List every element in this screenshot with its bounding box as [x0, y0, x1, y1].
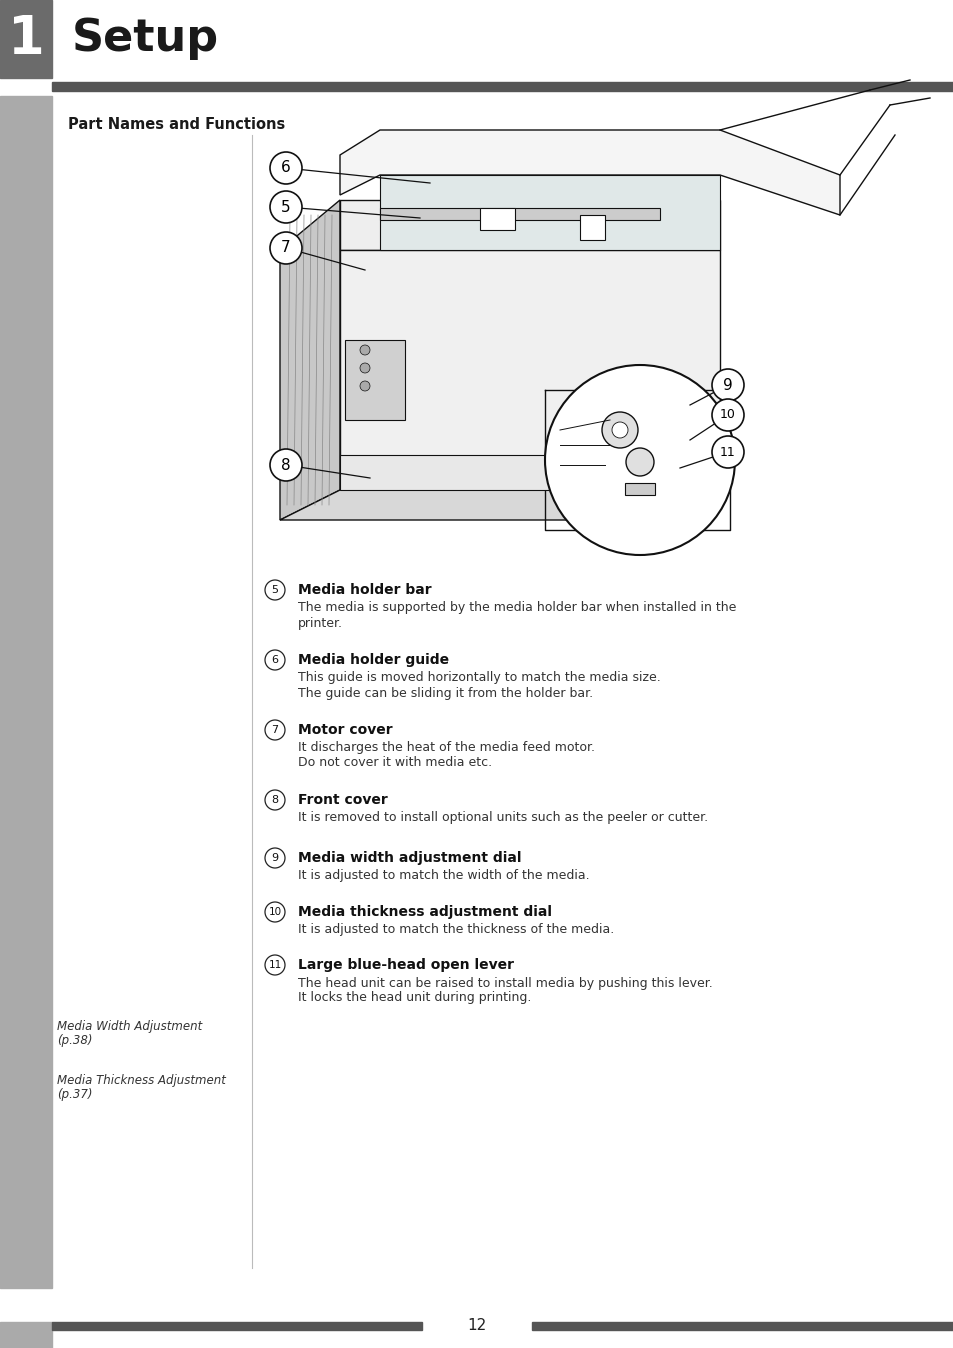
Text: 6: 6: [272, 655, 278, 665]
Text: 7: 7: [281, 240, 291, 256]
Circle shape: [265, 720, 285, 740]
Circle shape: [270, 191, 302, 222]
Text: 11: 11: [720, 445, 735, 458]
Text: 5: 5: [281, 200, 291, 214]
Circle shape: [359, 363, 370, 373]
Bar: [532, 1322, 953, 1330]
Text: 10: 10: [720, 408, 735, 422]
Text: Do not cover it with media etc.: Do not cover it with media etc.: [297, 756, 492, 770]
Text: 11: 11: [268, 960, 281, 971]
Text: Motor cover: Motor cover: [297, 723, 393, 737]
Text: It is adjusted to match the thickness of the media.: It is adjusted to match the thickness of…: [297, 923, 614, 937]
Text: Front cover: Front cover: [297, 793, 387, 807]
Text: 10: 10: [268, 907, 281, 917]
Text: This guide is moved horizontally to match the media size.: This guide is moved horizontally to matc…: [297, 671, 660, 685]
Circle shape: [359, 345, 370, 355]
Bar: [345, 340, 405, 421]
Circle shape: [270, 232, 302, 264]
Bar: [0, 0, 52, 78]
Text: It locks the head unit during printing.: It locks the head unit during printing.: [297, 992, 531, 1004]
Text: Media thickness adjustment dial: Media thickness adjustment dial: [297, 905, 552, 919]
Polygon shape: [339, 129, 840, 214]
Text: It is removed to install optional units such as the peeler or cutter.: It is removed to install optional units …: [297, 811, 707, 825]
Circle shape: [265, 902, 285, 922]
Polygon shape: [339, 249, 720, 491]
Text: 5: 5: [272, 585, 278, 594]
Text: Large blue-head open lever: Large blue-head open lever: [297, 958, 514, 972]
Circle shape: [265, 954, 285, 975]
Text: 1: 1: [8, 13, 45, 65]
Text: 9: 9: [272, 853, 278, 863]
Circle shape: [711, 435, 743, 468]
Polygon shape: [339, 200, 720, 249]
Text: Part Names and Functions: Part Names and Functions: [68, 117, 285, 132]
Text: 7: 7: [272, 725, 278, 735]
Text: 12: 12: [467, 1318, 486, 1333]
Circle shape: [711, 369, 743, 400]
Text: Setup: Setup: [71, 18, 219, 61]
Circle shape: [270, 152, 302, 183]
Circle shape: [625, 448, 654, 476]
Text: It is adjusted to match the width of the media.: It is adjusted to match the width of the…: [297, 869, 589, 883]
Circle shape: [359, 381, 370, 391]
Text: printer.: printer.: [297, 616, 343, 630]
Text: The guide can be sliding it from the holder bar.: The guide can be sliding it from the hol…: [297, 686, 593, 700]
Polygon shape: [379, 175, 720, 249]
Circle shape: [265, 848, 285, 868]
Circle shape: [265, 650, 285, 670]
Circle shape: [270, 449, 302, 481]
Bar: [339, 456, 559, 491]
Circle shape: [711, 399, 743, 431]
Text: (p.37): (p.37): [57, 1088, 92, 1101]
Bar: [0, 1322, 52, 1348]
Circle shape: [544, 365, 734, 555]
Polygon shape: [280, 200, 339, 520]
Text: 6: 6: [281, 160, 291, 175]
Text: The head unit can be raised to install media by pushing this lever.: The head unit can be raised to install m…: [297, 976, 712, 989]
Bar: [0, 96, 52, 1287]
Bar: [379, 208, 659, 220]
Text: (p.38): (p.38): [57, 1034, 92, 1047]
Text: 9: 9: [722, 377, 732, 392]
Text: Media Thickness Adjustment: Media Thickness Adjustment: [57, 1074, 226, 1088]
Circle shape: [612, 422, 627, 438]
Text: 8: 8: [272, 795, 278, 805]
Bar: [624, 483, 655, 495]
Bar: [579, 214, 604, 240]
Text: It discharges the heat of the media feed motor.: It discharges the heat of the media feed…: [297, 741, 595, 755]
Text: 8: 8: [281, 457, 291, 473]
Text: Media Width Adjustment: Media Width Adjustment: [57, 1020, 202, 1034]
Text: Media width adjustment dial: Media width adjustment dial: [297, 851, 521, 865]
Bar: [479, 208, 515, 231]
Bar: [52, 82, 953, 92]
Circle shape: [265, 580, 285, 600]
Text: The media is supported by the media holder bar when installed in the: The media is supported by the media hold…: [297, 601, 736, 615]
Polygon shape: [280, 491, 720, 520]
Bar: [52, 1322, 421, 1330]
Circle shape: [601, 412, 638, 448]
Text: Media holder bar: Media holder bar: [297, 582, 431, 597]
Circle shape: [265, 790, 285, 810]
Text: Media holder guide: Media holder guide: [297, 652, 449, 667]
